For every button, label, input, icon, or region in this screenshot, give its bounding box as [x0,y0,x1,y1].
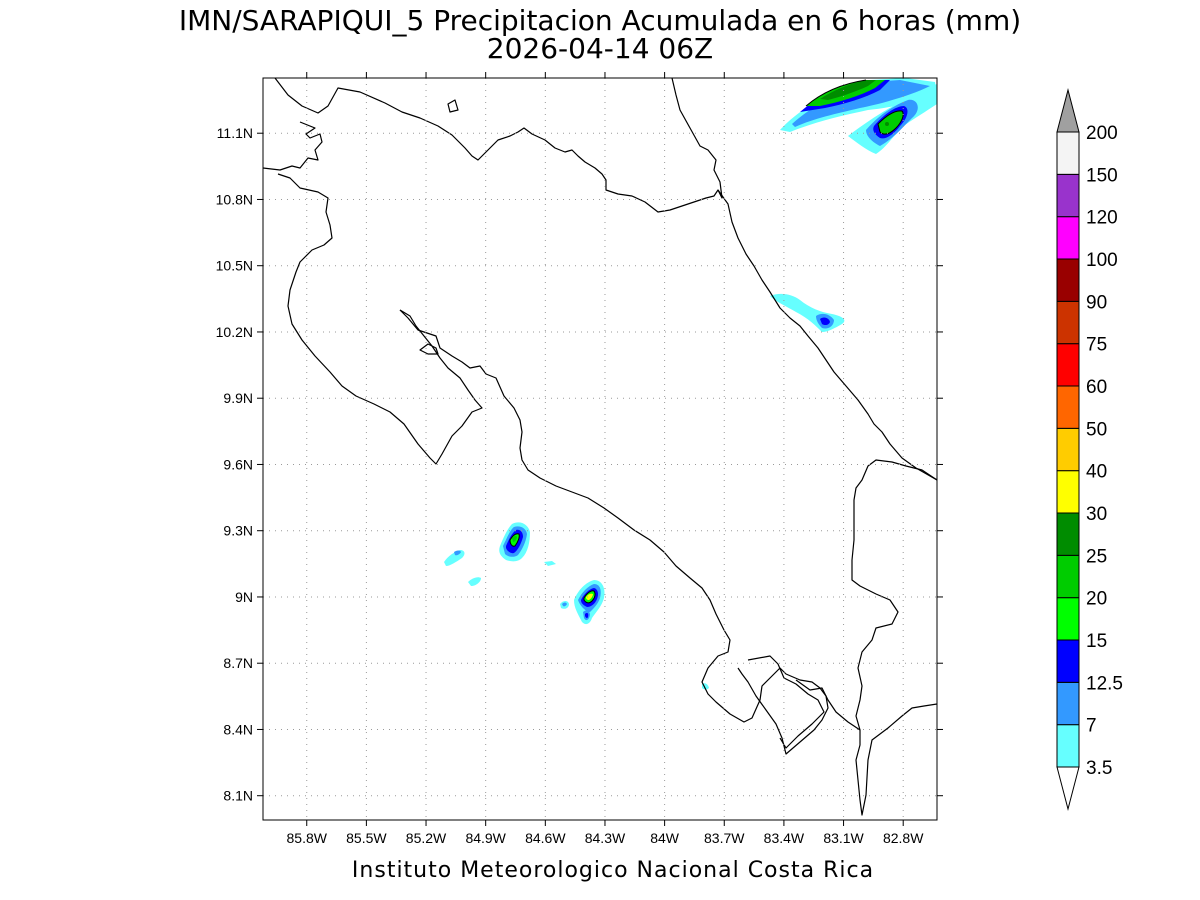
colorbar-swatch [1056,343,1080,387]
x-tick-label: 83.7W [704,830,745,846]
y-tick-label: 8.4N [223,721,253,737]
colorbar-label: 75 [1086,335,1107,356]
colorbar-swatch [1056,512,1080,556]
x-tick-label: 83.1W [823,830,864,846]
colorbar-swatch [1056,300,1080,345]
x-tick-label: 85.5W [346,830,387,846]
x-tick-label: 83.4W [764,830,805,846]
precip-cell-central-pacific [560,580,605,625]
y-tick-label: 10.5N [216,258,253,274]
colorbar-swatch [1056,470,1080,514]
island-nicoya-gulf [419,343,439,355]
y-tick-label: 9.3N [223,523,253,539]
colorbar-min-arrow [1056,766,1080,811]
colorbar-label: 20 [1086,589,1107,610]
x-tick-label: 82.8W [883,830,924,846]
precip-cell-caribbean-north [780,78,937,132]
colorbar-label: 3.5 [1086,758,1112,779]
y-tick-label: 8.1N [223,788,253,804]
coastline-layer [263,78,937,816]
lake-nicaragua-shore [274,78,723,213]
map-panel: 85.8W 85.5W 85.2W 84.9W 84.6W 84.3W 84W 83.7W 83… [216,72,943,846]
colorbar-label: 100 [1086,250,1118,271]
y-tick-label: 9.6N [223,456,253,472]
colorbar-label: 150 [1086,165,1118,186]
colorbar-swatch [1056,173,1080,218]
island-nicaragua-lake [447,99,459,113]
y-tick-label: 10.8N [216,191,253,207]
precip-cell-west-small [444,550,465,566]
colorbar-swatch [1056,724,1080,768]
precip-cell-nicoya-gulf [499,522,530,562]
x-tick-label: 84.3W [585,830,626,846]
colorbar-label: 50 [1086,419,1107,440]
panama-border [851,459,937,731]
colorbar-swatch [1056,131,1080,175]
pacific-coastline-central [399,309,829,755]
pacific-coastline-nw [263,121,483,465]
colorbar-swatch [1056,258,1080,302]
precip-cell-limon-coast [770,293,845,332]
colorbar-label: 7 [1086,716,1097,737]
colorbar-label: 25 [1086,546,1107,567]
colorbar-max-arrow [1056,88,1080,133]
institution-footer: Instituto Meteorologico Nacional Costa R… [352,858,874,883]
colorbar-label: 60 [1086,377,1107,398]
colorbar-label: 90 [1086,292,1107,313]
map-title: IMN/SARAPIQUI_5 Precipitacion Acumulada … [179,4,1021,37]
map-subtitle-datetime: 2026-04-14 06Z [487,32,713,65]
precip-cell-caribbean-offshore [848,84,937,154]
y-tick-label: 10.2N [216,324,253,340]
colorbar-swatch [1056,681,1080,726]
colorbar-label: 15 [1086,631,1107,652]
colorbar-label: 12.5 [1086,673,1123,694]
x-tick-label: 84.9W [465,830,506,846]
golfo-dulce-coast [747,655,937,816]
y-tick-label: 9N [235,589,253,605]
colorbar-swatch [1056,597,1080,641]
x-tick-label: 85.8W [287,830,328,846]
colorbar-legend: 3.5 7 12.5 15 20 25 30 40 50 60 75 90 100 120 150 200 [1056,88,1123,811]
x-tick-label: 85.2W [406,830,447,846]
colorbar-swatch [1056,385,1080,429]
colorbar-label: 40 [1086,462,1107,483]
y-tick-label: 8.7N [223,655,253,671]
colorbar-label: 30 [1086,504,1107,525]
colorbar-swatch [1056,639,1080,683]
colorbar-label: 200 [1086,123,1118,144]
colorbar-swatch [1056,554,1080,599]
colorbar-swatch [1056,427,1080,472]
y-axis: 8.1N 8.4N 8.7N 9N 9.3N 9.6N 9.9N 10.2N 10.5N 10.8… [216,125,943,804]
x-axis: 85.8W 85.5W 85.2W 84.9W 84.6W 84.3W 84W 83.7W 83… [287,72,924,846]
y-tick-label: 9.9N [223,390,253,406]
colorbar-swatch [1056,216,1080,260]
precip-layer [444,78,937,690]
x-tick-label: 84.6W [525,830,566,846]
caribbean-coastline [717,189,937,481]
precip-cell-west-small-2 [468,561,556,586]
colorbar-label: 120 [1086,208,1118,229]
map-frame [262,77,938,821]
map-gridlines [263,78,937,820]
x-tick-label: 84W [650,830,680,846]
y-tick-label: 11.1N [217,125,253,141]
